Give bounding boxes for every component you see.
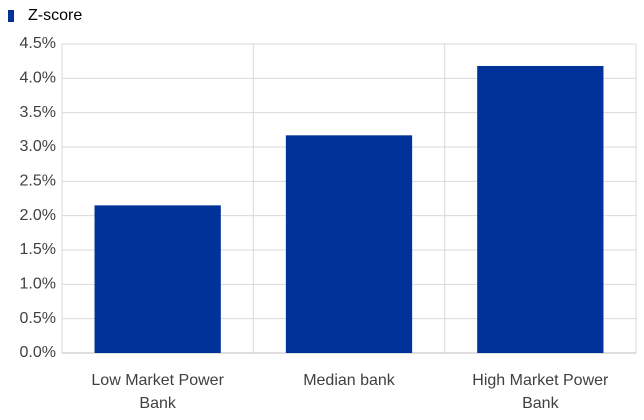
y-tick-label: 4.0%: [20, 70, 56, 87]
x-tick-label: Median bank: [303, 372, 395, 389]
y-tick-label: 2.0%: [20, 207, 56, 224]
y-tick-label: 2.5%: [20, 173, 56, 190]
x-tick-label: Low Market Power Bank: [91, 372, 224, 412]
y-tick-label: 1.5%: [20, 241, 56, 258]
y-tick-label: 3.5%: [20, 104, 56, 121]
y-tick-label: 0.0%: [20, 344, 56, 361]
y-tick-label: 4.5%: [20, 35, 56, 52]
bar: [94, 205, 221, 353]
y-tick-label: 0.5%: [20, 310, 56, 327]
y-tick-label: 3.0%: [20, 138, 56, 155]
legend-swatch: [8, 10, 14, 22]
bar: [477, 65, 604, 354]
bar: [285, 135, 413, 353]
y-tick-label: 1.0%: [20, 276, 56, 293]
legend-label: Z-score: [28, 7, 82, 24]
x-tick-label: High Market Power Bank: [472, 372, 609, 412]
